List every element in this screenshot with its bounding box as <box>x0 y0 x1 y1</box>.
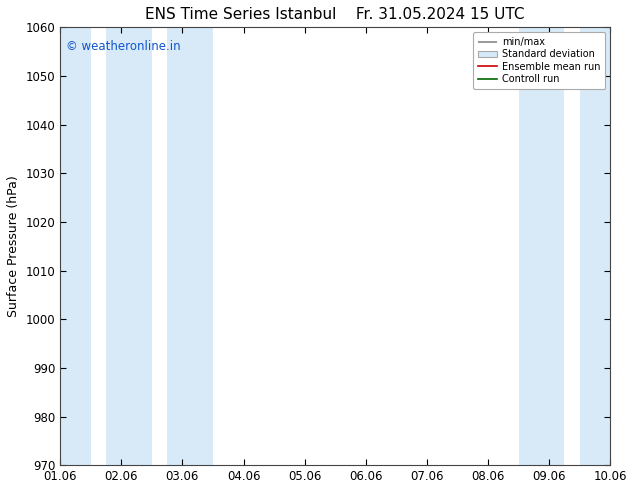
Y-axis label: Surface Pressure (hPa): Surface Pressure (hPa) <box>7 175 20 317</box>
Bar <box>106 27 152 465</box>
Title: ENS Time Series Istanbul    Fr. 31.05.2024 15 UTC: ENS Time Series Istanbul Fr. 31.05.2024 … <box>145 7 525 22</box>
Bar <box>167 27 213 465</box>
Legend: min/max, Standard deviation, Ensemble mean run, Controll run: min/max, Standard deviation, Ensemble me… <box>473 32 605 89</box>
Text: © weatheronline.in: © weatheronline.in <box>65 40 180 53</box>
Bar <box>60 27 91 465</box>
Bar <box>579 27 611 465</box>
Bar <box>519 27 564 465</box>
